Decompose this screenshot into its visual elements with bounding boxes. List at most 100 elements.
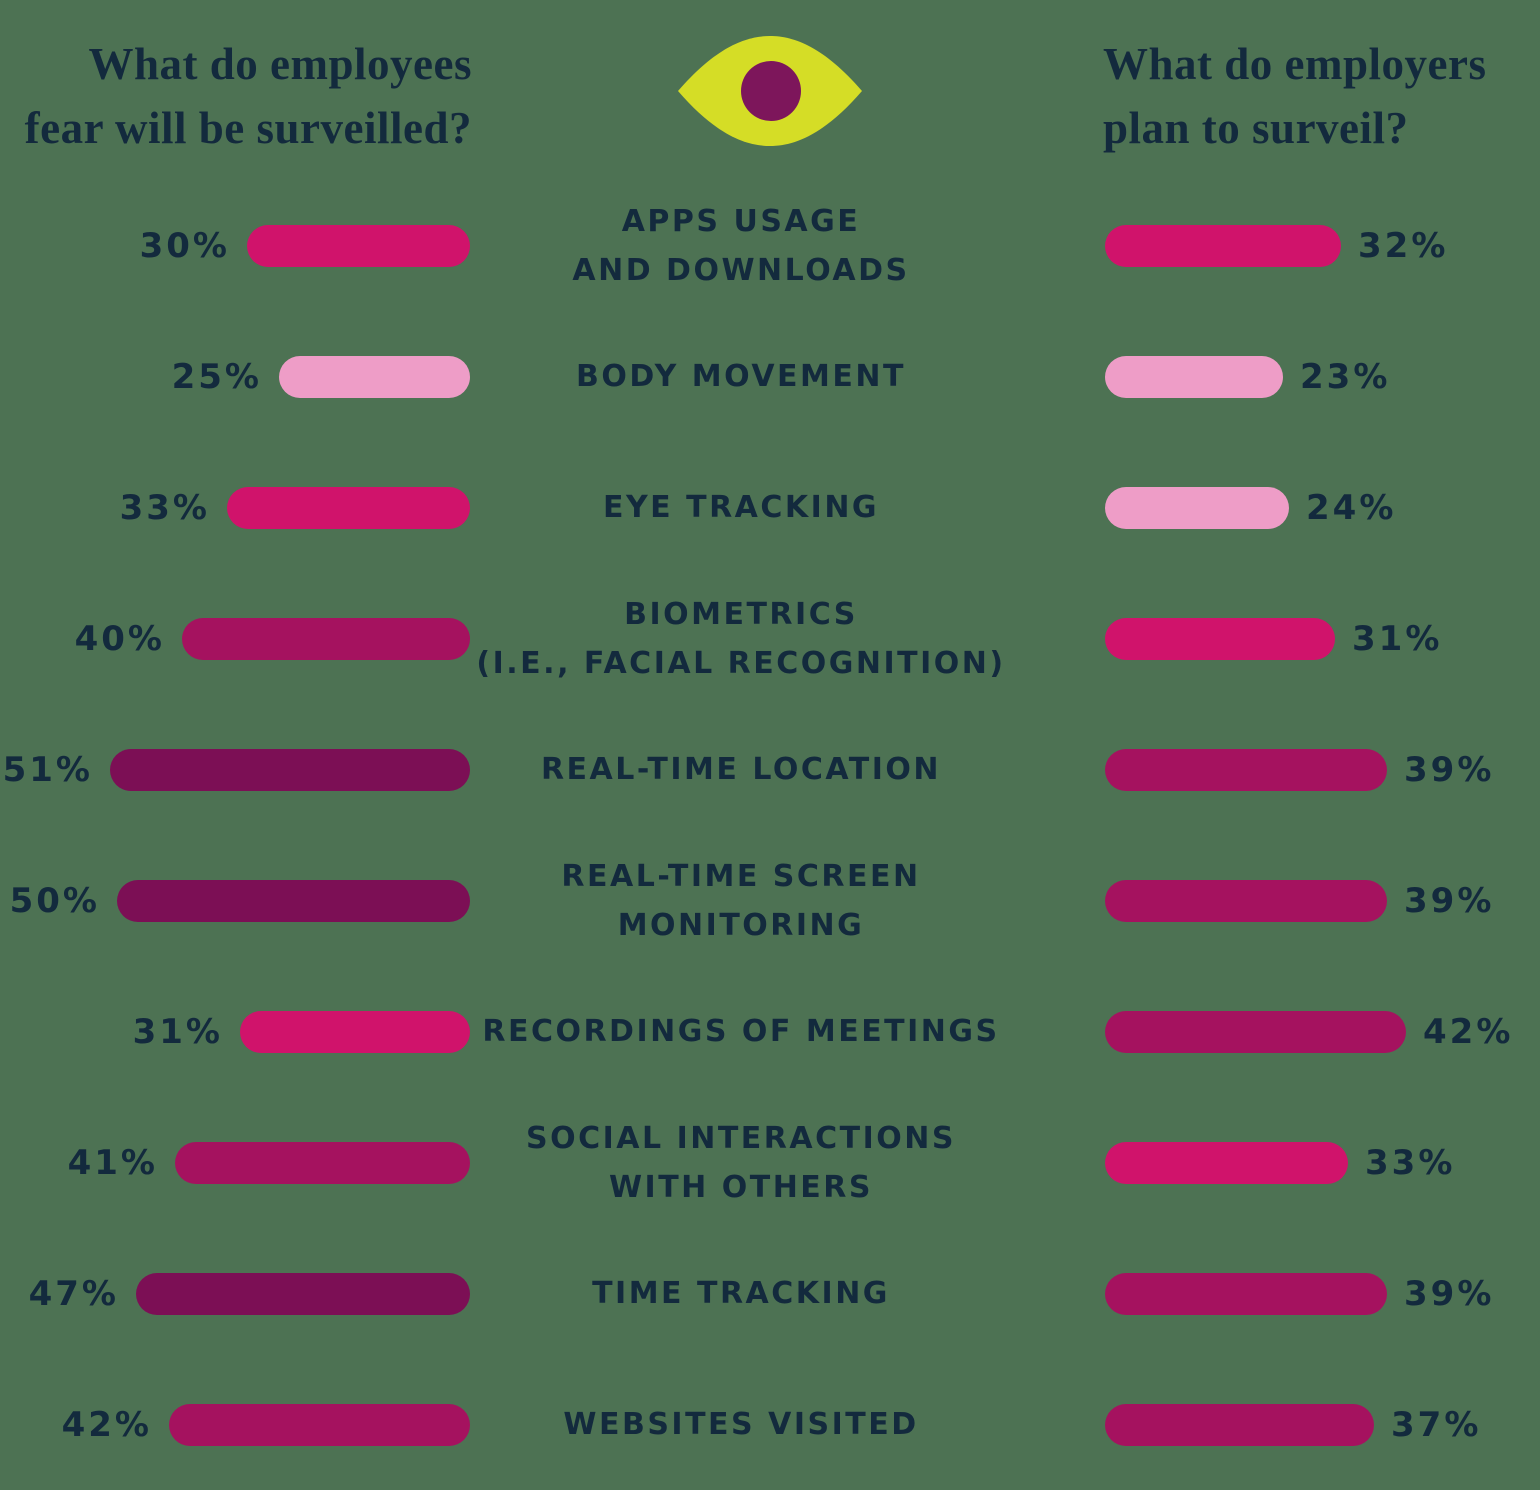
category-label: BIOMETRICS (I.E., FACIAL RECOGNITION) <box>470 590 1012 688</box>
employer-plan-bar <box>1105 1272 1387 1315</box>
category-line: BODY MOVEMENT <box>576 359 906 394</box>
employer-plan-value: 24% <box>1306 487 1397 528</box>
employee-fear-value: 25% <box>171 356 262 397</box>
category-line: (I.E., FACIAL RECOGNITION) <box>476 645 1006 681</box>
employee-fear-value: 51% <box>2 749 93 790</box>
category-label: RECORDINGS OF MEETINGS <box>470 1007 1012 1056</box>
employer-plan-bar <box>1105 879 1387 922</box>
category-line: TIME TRACKING <box>592 1276 890 1311</box>
employee-fear-bar <box>169 1403 470 1446</box>
employer-plan-cell: 37% <box>1105 1403 1540 1446</box>
employer-plan-value: 39% <box>1404 749 1495 790</box>
category-line: SOCIAL INTERACTIONS <box>526 1120 956 1156</box>
employer-plan-cell: 24% <box>1105 486 1540 529</box>
category-label: SOCIAL INTERACTIONS WITH OTHERS <box>470 1114 1012 1212</box>
employer-plan-value: 23% <box>1300 356 1391 397</box>
right-chart-title: What do employers plan to surveil? <box>1103 32 1540 160</box>
left-chart-title: What do employees fear will be surveille… <box>0 32 472 160</box>
category-line: BIOMETRICS <box>624 596 858 632</box>
employee-fear-cell: 50% <box>0 879 470 922</box>
employer-plan-cell: 39% <box>1105 748 1540 791</box>
employer-plan-bar <box>1105 1141 1348 1184</box>
employee-fear-bar <box>279 355 470 398</box>
employer-plan-bar <box>1105 1010 1406 1053</box>
category-line: EYE TRACKING <box>602 490 880 525</box>
employee-fear-value: 31% <box>132 1011 223 1052</box>
employee-fear-value: 50% <box>9 880 100 921</box>
category-line: REAL-TIME LOCATION <box>540 752 942 787</box>
category-label: WEBSITES VISITED <box>470 1400 1012 1449</box>
employee-fear-value: 30% <box>139 225 230 266</box>
employee-fear-value: 41% <box>67 1142 158 1183</box>
right-chart-title-line1: What do employers <box>1103 39 1487 89</box>
left-chart-title-line2: fear will be surveilled? <box>24 103 472 153</box>
employee-fear-value: 42% <box>61 1404 152 1445</box>
survey-rows: 30% APPS USAGE AND DOWNLOADS 32% 25% BODY… <box>0 180 1540 1490</box>
category-cell: RECORDINGS OF MEETINGS <box>470 1007 1105 1056</box>
employer-plan-bar <box>1105 748 1387 791</box>
employer-plan-cell: 33% <box>1105 1141 1540 1184</box>
employer-plan-value: 37% <box>1391 1404 1482 1445</box>
employer-plan-value: 42% <box>1423 1011 1514 1052</box>
employee-fear-cell: 31% <box>0 1010 470 1053</box>
category-cell: TIME TRACKING <box>470 1269 1105 1318</box>
category-line: WEBSITES VISITED <box>563 1407 919 1442</box>
employee-fear-bar <box>182 617 470 660</box>
employer-plan-cell: 23% <box>1105 355 1540 398</box>
survey-row: 30% APPS USAGE AND DOWNLOADS 32% <box>0 180 1540 311</box>
header: What do employees fear will be surveille… <box>0 0 1540 180</box>
category-label: BODY MOVEMENT <box>470 352 1012 401</box>
survey-row: 33% EYE TRACKING 24% <box>0 442 1540 573</box>
employer-plan-bar <box>1105 224 1341 267</box>
employee-fear-cell: 47% <box>0 1272 470 1315</box>
employer-plan-cell: 39% <box>1105 1272 1540 1315</box>
category-line: REAL-TIME SCREEN <box>561 858 921 894</box>
survey-row: 51% REAL-TIME LOCATION 39% <box>0 704 1540 835</box>
employee-fear-value: 33% <box>119 487 210 528</box>
employee-fear-cell: 51% <box>0 748 470 791</box>
eye-pupil <box>741 61 801 121</box>
employee-fear-bar <box>136 1272 470 1315</box>
employee-fear-value: 40% <box>74 618 165 659</box>
employee-fear-cell: 41% <box>0 1141 470 1184</box>
survey-row: 40% BIOMETRICS (I.E., FACIAL RECOGNITION)… <box>0 573 1540 704</box>
employee-fear-cell: 30% <box>0 224 470 267</box>
employee-fear-bar <box>117 879 470 922</box>
employer-plan-bar <box>1105 355 1283 398</box>
category-cell: REAL-TIME SCREEN MONITORING <box>470 852 1105 950</box>
eye-icon <box>678 33 862 149</box>
category-line: MONITORING <box>617 907 865 943</box>
employer-plan-cell: 31% <box>1105 617 1540 660</box>
category-label: TIME TRACKING <box>470 1269 1012 1318</box>
category-line: WITH OTHERS <box>608 1169 874 1205</box>
survey-row: 25% BODY MOVEMENT 23% <box>0 311 1540 442</box>
employer-plan-value: 33% <box>1365 1142 1456 1183</box>
employer-plan-value: 32% <box>1358 225 1449 266</box>
category-cell: SOCIAL INTERACTIONS WITH OTHERS <box>470 1114 1105 1212</box>
category-cell: APPS USAGE AND DOWNLOADS <box>470 197 1105 295</box>
employer-plan-value: 39% <box>1404 880 1495 921</box>
employee-fear-bar <box>227 486 470 529</box>
category-label: REAL-TIME SCREEN MONITORING <box>470 852 1012 950</box>
employee-fear-bar <box>247 224 470 267</box>
category-line: RECORDINGS OF MEETINGS <box>482 1014 1000 1049</box>
employer-plan-value: 31% <box>1352 618 1443 659</box>
category-cell: BODY MOVEMENT <box>470 352 1105 401</box>
employer-plan-bar <box>1105 486 1289 529</box>
category-cell: REAL-TIME LOCATION <box>470 745 1105 794</box>
category-label: REAL-TIME LOCATION <box>470 745 1012 794</box>
category-line: AND DOWNLOADS <box>572 252 910 288</box>
employer-plan-value: 39% <box>1404 1273 1495 1314</box>
survey-row: 50% REAL-TIME SCREEN MONITORING 39% <box>0 835 1540 966</box>
category-cell: WEBSITES VISITED <box>470 1400 1105 1449</box>
employer-plan-cell: 42% <box>1105 1010 1540 1053</box>
category-label: EYE TRACKING <box>470 483 1012 532</box>
left-chart-title-line1: What do employees <box>88 39 472 89</box>
category-label: APPS USAGE AND DOWNLOADS <box>470 197 1012 295</box>
employer-plan-cell: 39% <box>1105 879 1540 922</box>
survey-row: 31% RECORDINGS OF MEETINGS 42% <box>0 966 1540 1097</box>
survey-row: 41% SOCIAL INTERACTIONS WITH OTHERS 33% <box>0 1097 1540 1228</box>
employee-fear-cell: 25% <box>0 355 470 398</box>
employee-fear-bar <box>240 1010 470 1053</box>
